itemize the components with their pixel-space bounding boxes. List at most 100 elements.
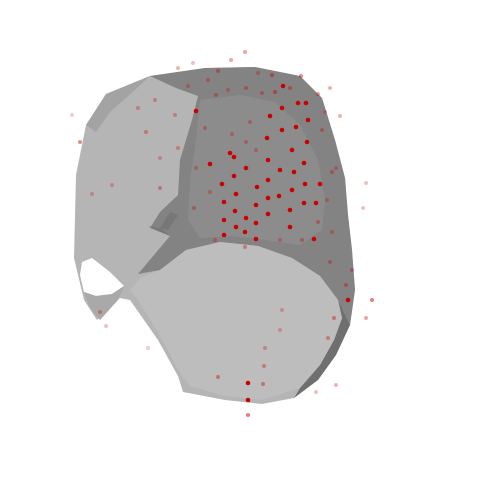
marker-point-faded xyxy=(364,181,368,185)
marker-point-faded xyxy=(208,190,212,194)
marker-point-faded xyxy=(299,74,303,78)
marker-point-faded xyxy=(326,336,330,340)
marker-point xyxy=(243,165,249,171)
marker-point-faded xyxy=(203,126,207,130)
marker-point xyxy=(207,161,213,167)
marker-point-faded xyxy=(153,98,157,102)
marker-point-faded xyxy=(334,383,338,387)
marker-point xyxy=(304,139,310,145)
marker-point xyxy=(279,127,285,133)
marker-point-faded xyxy=(316,220,320,224)
marker-point-faded xyxy=(243,245,247,249)
marker-point-faded xyxy=(256,71,260,75)
marker-point-faded xyxy=(288,86,292,90)
marker-point-faded xyxy=(78,140,82,144)
marker-point-faded xyxy=(229,58,233,62)
marker-point-faded xyxy=(254,148,258,152)
marker-point xyxy=(231,154,237,160)
marker-point xyxy=(245,397,251,403)
marker-point xyxy=(242,229,248,235)
marker-point-faded xyxy=(191,61,195,65)
marker-point-faded xyxy=(332,316,336,320)
marker-point xyxy=(233,191,239,197)
marker-point-faded xyxy=(278,328,282,332)
marker-point-faded xyxy=(330,230,334,234)
marker-point xyxy=(345,297,351,303)
marker-point xyxy=(301,200,307,206)
marker-point xyxy=(287,207,293,213)
marker-point xyxy=(232,208,238,214)
marker-point xyxy=(302,181,308,187)
marker-point-faded xyxy=(370,298,374,302)
marker-point-faded xyxy=(192,206,196,210)
marker-point xyxy=(289,187,295,193)
marker-point xyxy=(253,236,259,242)
marker-points-faded xyxy=(70,50,374,417)
mesh-surface-dark-lobe-inner xyxy=(188,95,325,245)
marker-point-faded xyxy=(216,375,220,379)
marker-point xyxy=(295,100,301,106)
marker-point-faded xyxy=(194,166,198,170)
marker-point-faded xyxy=(110,183,114,187)
marker-point-faded xyxy=(244,86,248,90)
marker-point xyxy=(291,169,297,175)
marker-point-faded xyxy=(323,110,327,114)
mesh-surface-flap xyxy=(84,286,124,320)
marker-point-faded xyxy=(325,198,329,202)
marker-point-faded xyxy=(278,238,282,242)
marker-point-faded xyxy=(136,106,140,110)
marker-point-faded xyxy=(328,86,332,90)
marker-point-faded xyxy=(314,390,318,394)
marker-point-faded xyxy=(226,88,230,92)
marker-point xyxy=(227,150,233,156)
marker-point-faded xyxy=(280,308,284,312)
marker-point-faded xyxy=(261,382,265,386)
marker-point xyxy=(219,181,225,187)
marker-point-faded xyxy=(216,69,220,73)
marker-point xyxy=(293,124,299,130)
marker-point xyxy=(265,195,271,201)
marker-point-faded xyxy=(158,156,162,160)
marker-point xyxy=(243,215,249,221)
marker-point-faded xyxy=(158,186,162,190)
marker-point-faded xyxy=(273,90,277,94)
marker-point-faded xyxy=(246,413,250,417)
mesh-surface-cutout xyxy=(80,258,124,296)
marker-point xyxy=(233,224,239,230)
mesh-surface-left-rim xyxy=(86,76,150,132)
marker-point-faded xyxy=(350,268,354,272)
marker-point-faded xyxy=(344,283,348,287)
marker-point xyxy=(305,117,311,123)
marker-point-faded xyxy=(144,130,148,134)
marker-point-faded xyxy=(270,73,274,77)
marker-points xyxy=(193,83,351,403)
marker-point-faded xyxy=(104,324,108,328)
marker-point-faded xyxy=(213,238,217,242)
marker-point-faded xyxy=(90,192,94,196)
marker-point xyxy=(280,83,286,89)
mesh-surface-crease xyxy=(148,212,178,236)
marker-point xyxy=(231,173,237,179)
marker-point-faded xyxy=(364,316,368,320)
marker-point-faded xyxy=(262,364,266,368)
marker-point-faded xyxy=(230,132,234,136)
marker-point xyxy=(265,157,271,163)
marker-point-faded xyxy=(206,78,210,82)
marker-point-faded xyxy=(243,50,247,54)
marker-point xyxy=(311,236,317,242)
marker-point xyxy=(221,217,227,223)
mesh-surface-right-shadow xyxy=(294,300,350,398)
marker-point-faded xyxy=(176,66,180,70)
marker-point-faded xyxy=(300,238,304,242)
marker-point-faded xyxy=(98,310,102,314)
marker-point-faded xyxy=(338,114,342,118)
marker-point-faded xyxy=(244,140,248,144)
marker-point-faded xyxy=(334,166,338,170)
marker-point-faded xyxy=(70,113,74,117)
marker-point-faded xyxy=(173,113,177,117)
marker-point xyxy=(221,199,227,205)
marker-point xyxy=(254,184,260,190)
marker-point xyxy=(279,105,285,111)
